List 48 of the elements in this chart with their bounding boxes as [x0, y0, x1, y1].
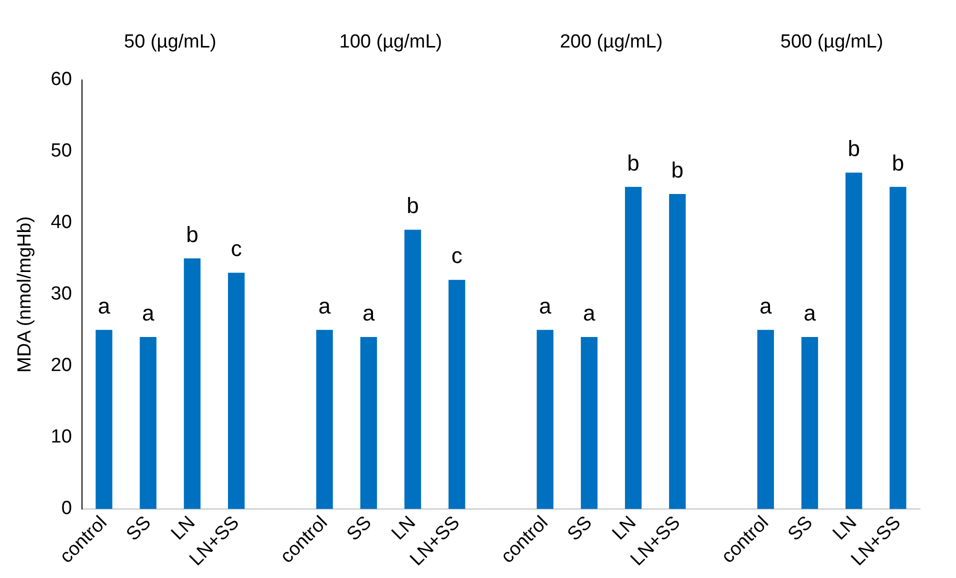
bar [757, 330, 774, 509]
data-label: a [98, 293, 111, 318]
y-tick-label: 50 [50, 140, 72, 162]
bar [184, 258, 201, 509]
y-tick-label: 40 [50, 212, 72, 234]
y-tick-label: 60 [50, 69, 72, 90]
bar [890, 186, 906, 509]
bar [140, 337, 156, 509]
y-tick-label: 20 [50, 355, 72, 376]
data-label: a [142, 300, 155, 326]
bar [448, 280, 466, 509]
x-tick-label: SS [784, 512, 817, 546]
text: 200 (µg/mL) [560, 32, 663, 53]
text: 500 (µg/mL) [780, 32, 884, 53]
bar [669, 194, 686, 509]
bar [801, 337, 818, 509]
data-label: b [848, 136, 860, 161]
data-label: a [804, 300, 817, 326]
data-label: c [230, 236, 242, 262]
data-label: a [759, 293, 772, 318]
bar [96, 330, 112, 509]
data-label: b [406, 193, 419, 218]
y-tick-label: 10 [50, 426, 72, 448]
y-tick-label: 0 [61, 498, 72, 520]
bar [846, 172, 862, 509]
data-label: a [318, 293, 332, 318]
bar [404, 230, 422, 509]
x-tick-label: SS [564, 512, 596, 546]
bar [360, 337, 377, 509]
data-label: c [451, 243, 462, 268]
bar [316, 330, 333, 509]
bar [228, 272, 245, 509]
x-tick-label: SS [122, 512, 156, 546]
text: 50 (µg/mL) [124, 32, 216, 53]
data-label: b [892, 150, 904, 176]
bar [536, 330, 554, 509]
bar [624, 186, 642, 509]
bar [580, 337, 598, 509]
data-label: b [671, 157, 684, 182]
data-label: a [362, 300, 376, 326]
data-label: a [583, 300, 596, 326]
y-tick-label: 30 [50, 284, 72, 305]
x-tick-label: SS [343, 512, 376, 546]
y-axis-title: MDA (nmol/mgHb) [14, 216, 36, 373]
data-label: b [627, 150, 640, 176]
text: 100 (µg/mL) [339, 32, 442, 53]
data-label: b [186, 222, 198, 247]
data-label: a [538, 293, 552, 318]
